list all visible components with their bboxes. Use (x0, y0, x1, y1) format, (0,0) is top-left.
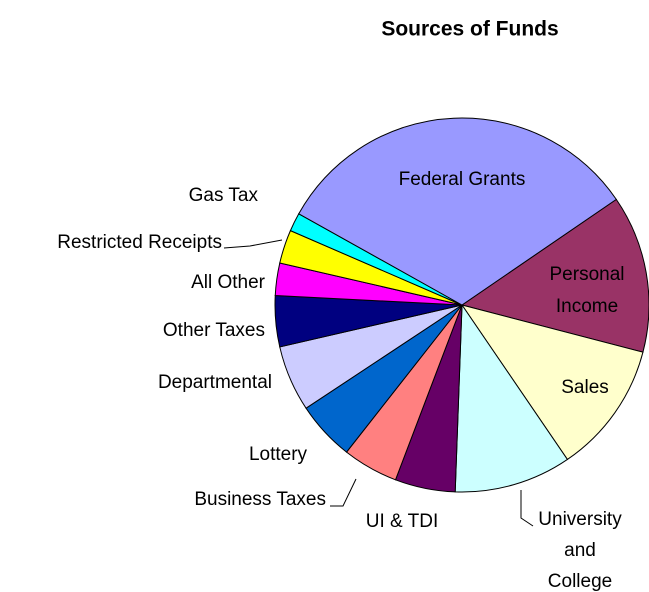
slice-label: Gas Tax (189, 185, 259, 206)
pie-slice (460, 198, 649, 353)
slice-label: Restricted Receipts (57, 232, 222, 253)
slice-label: Business Taxes (194, 489, 326, 510)
slice-label: Personal Income (550, 264, 625, 317)
pie-slice (454, 303, 569, 493)
leader-line (520, 490, 534, 527)
chart-title: Sources of Funds (381, 18, 558, 41)
pie (274, 117, 649, 493)
pie-slice (298, 117, 617, 306)
slice-label: University and College (538, 509, 622, 592)
pie-slice (460, 304, 644, 461)
slice-label: Sales (561, 377, 609, 398)
slice-label: Federal Grants (399, 169, 526, 190)
slice-label: Other Taxes (163, 320, 265, 341)
slice-label: UI & TDI (366, 511, 439, 532)
slice-label: All Other (191, 272, 266, 293)
leader-line (223, 239, 283, 249)
slice-label: Lottery (249, 444, 308, 465)
slice-label: Departmental (158, 372, 272, 393)
leader-line (330, 478, 357, 507)
